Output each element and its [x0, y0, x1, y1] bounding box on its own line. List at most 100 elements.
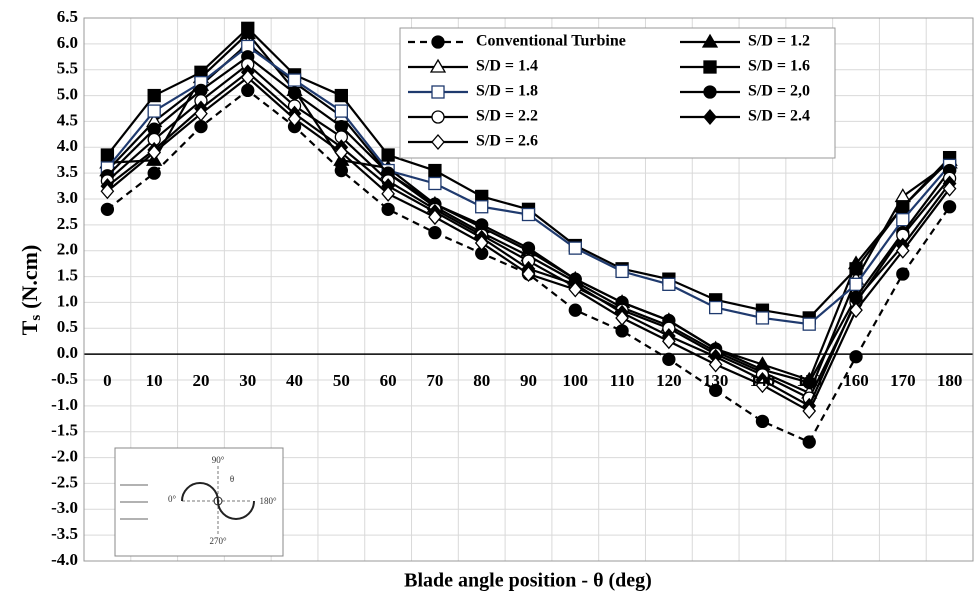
- y-tick-label: 6.5: [57, 7, 78, 26]
- y-tick-label: -2.5: [51, 472, 78, 491]
- y-tick-label: 4.0: [57, 136, 78, 155]
- marker: [428, 209, 442, 226]
- series: [99, 21, 958, 449]
- marker: [475, 200, 489, 214]
- marker: [147, 88, 161, 103]
- marker: [431, 85, 445, 99]
- marker: [849, 277, 863, 291]
- inset-shaft: [213, 496, 223, 506]
- y-tick-label: 2.5: [57, 214, 78, 233]
- marker: [241, 83, 255, 98]
- marker: [381, 185, 395, 202]
- marker: [194, 119, 208, 134]
- marker: [287, 110, 302, 127]
- marker: [147, 104, 161, 118]
- x-tick-label: 20: [192, 371, 209, 390]
- y-tick-label: -3.5: [51, 524, 78, 543]
- marker: [147, 166, 161, 180]
- marker: [100, 202, 115, 216]
- marker: [521, 241, 536, 255]
- marker: [703, 60, 717, 74]
- x-tick-label: 40: [286, 371, 303, 390]
- y-tick-label: 0.5: [57, 317, 78, 336]
- y-tick-label: 4.5: [57, 110, 78, 129]
- y-tick-label: 5.0: [57, 84, 78, 103]
- legend-label: S/D = 2.2: [476, 108, 538, 125]
- x-tick-label: 80: [473, 371, 490, 390]
- y-tick-label: -0.5: [51, 369, 78, 388]
- marker: [194, 105, 208, 122]
- marker: [942, 200, 957, 214]
- marker: [615, 264, 629, 279]
- marker: [662, 277, 676, 291]
- y-tick-label: 2.0: [57, 240, 78, 259]
- marker: [428, 163, 442, 178]
- marker: [755, 311, 770, 325]
- marker: [431, 110, 445, 124]
- y-tick-label: -3.0: [51, 498, 78, 517]
- x-tick-label: 120: [656, 371, 682, 390]
- inset-label: 180°: [259, 496, 277, 506]
- legend-frame: [399, 27, 836, 159]
- marker: [287, 73, 302, 87]
- marker: [896, 200, 910, 214]
- legend-label: S/D = 1.8: [476, 83, 538, 100]
- legend-label: S/D = 1.6: [748, 58, 810, 75]
- marker: [147, 144, 162, 161]
- marker: [334, 144, 349, 161]
- marker: [241, 21, 255, 35]
- y-tick-label: -4.0: [51, 550, 78, 569]
- marker: [703, 85, 717, 99]
- y-tick-label: -1.0: [51, 395, 78, 414]
- y-tick-label: 6.0: [57, 33, 78, 52]
- x-tick-label: 160: [843, 371, 869, 390]
- marker: [521, 207, 536, 222]
- marker: [755, 377, 770, 394]
- marker: [287, 86, 302, 100]
- marker: [708, 356, 723, 373]
- y-axis-title: Ts (N.cm): [17, 245, 44, 336]
- y-axis-title-rest: (N.cm): [17, 245, 42, 309]
- x-tick-label: 150: [796, 371, 822, 390]
- marker: [802, 317, 816, 331]
- legend-label: Conventional Turbine: [476, 33, 626, 50]
- y-axis-title-sub: s: [28, 315, 44, 321]
- inset-blade: [217, 500, 255, 520]
- marker: [701, 33, 719, 48]
- inset-arrows: [120, 484, 148, 520]
- marker: [568, 303, 582, 317]
- x-tick-label: 10: [146, 371, 163, 390]
- marker: [334, 104, 348, 118]
- marker: [709, 383, 723, 397]
- inset: 90° 0° 180° 270° θ: [114, 447, 284, 557]
- marker: [431, 35, 445, 49]
- marker: [334, 88, 348, 103]
- y-tick-label: -1.5: [51, 421, 78, 440]
- x-tick-label: 50: [333, 371, 350, 390]
- legend-label: S/D = 2.6: [476, 133, 538, 150]
- marker: [615, 324, 629, 338]
- marker: [431, 134, 445, 150]
- marker: [428, 176, 442, 191]
- marker: [381, 148, 395, 162]
- marker: [709, 300, 723, 315]
- marker: [802, 435, 816, 449]
- inset-blade: [181, 482, 219, 502]
- inset-label: 0°: [168, 494, 177, 504]
- marker: [334, 163, 348, 178]
- x-tick-label: 100: [563, 371, 589, 390]
- x-tick-label: 110: [610, 371, 635, 390]
- inset-label: 90°: [212, 455, 225, 465]
- marker: [240, 69, 255, 86]
- legend-label: S/D = 1.4: [476, 58, 538, 75]
- y-tick-label: 0.0: [57, 343, 78, 362]
- x-tick-label: 0: [103, 371, 112, 390]
- y-tick-label: 3.5: [57, 162, 78, 181]
- marker: [428, 225, 442, 240]
- marker: [568, 241, 582, 255]
- marker: [942, 180, 957, 197]
- y-tick-label: 1.5: [57, 265, 78, 284]
- series-group: [100, 69, 957, 420]
- marker: [100, 148, 115, 162]
- marker: [802, 403, 817, 420]
